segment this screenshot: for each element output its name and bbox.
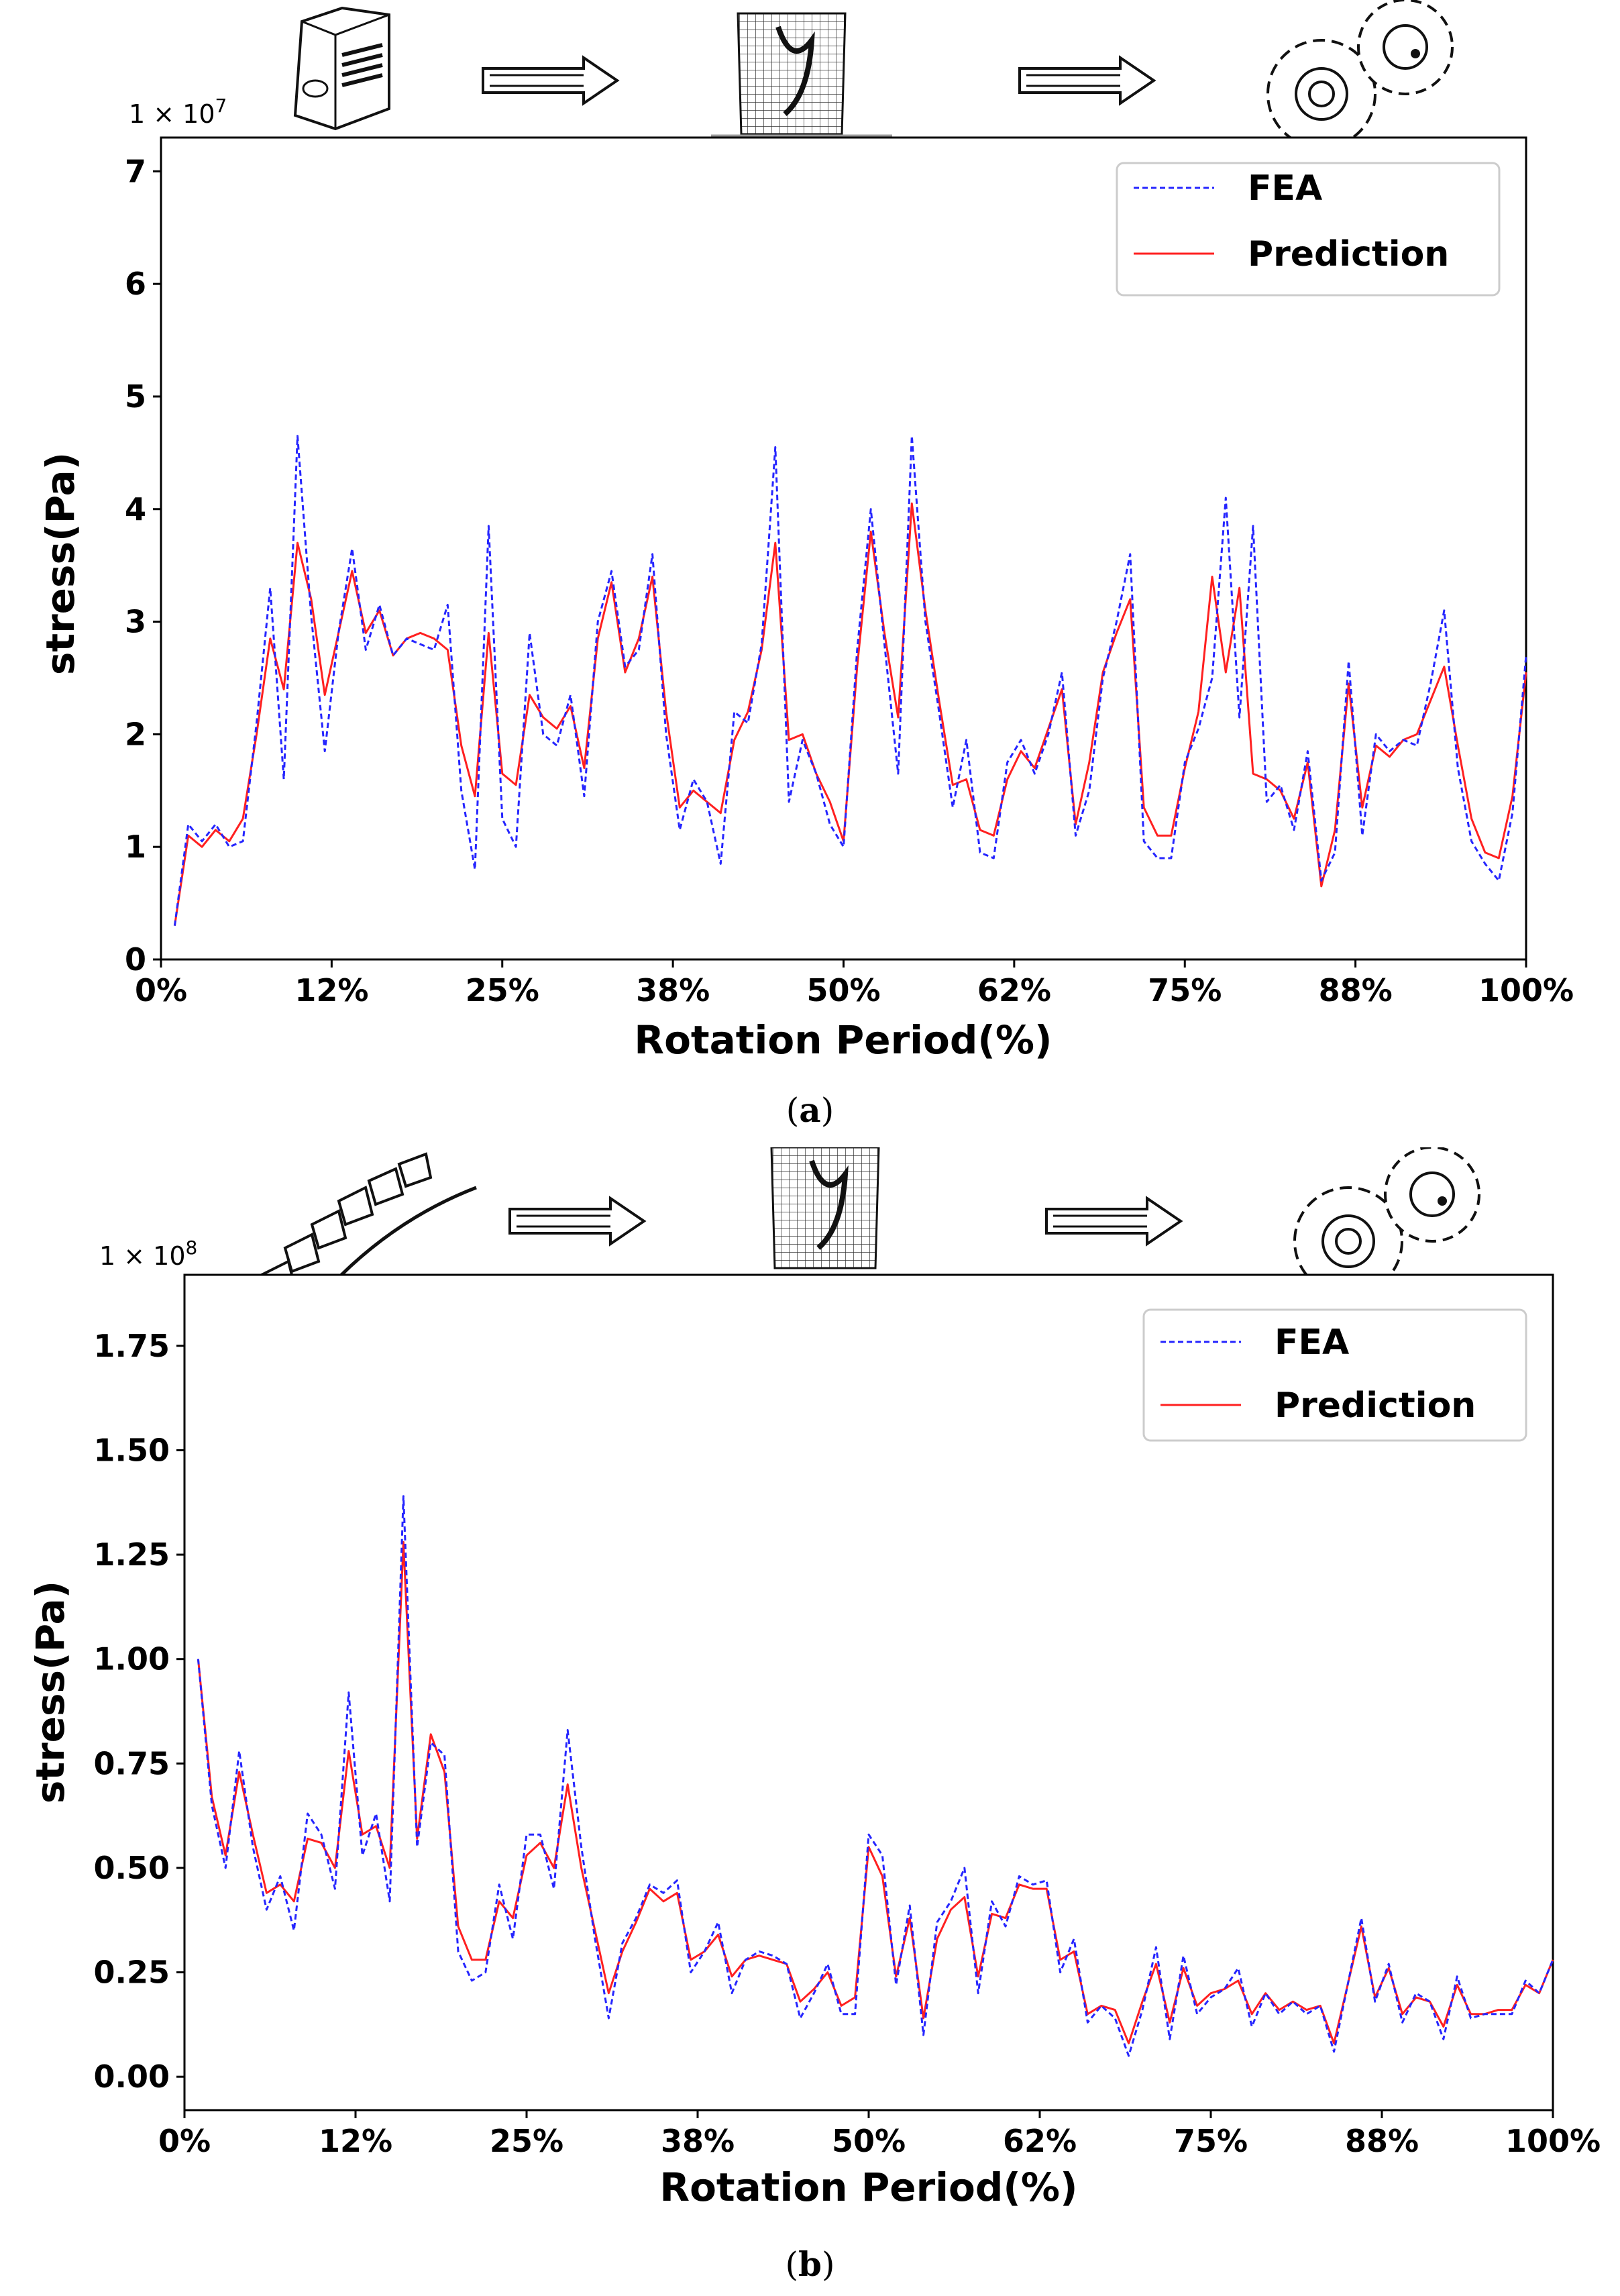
x-tick-label: 100% (1478, 972, 1574, 1008)
panel-a: 1 × 107 0% 12% 25% 38% 50% 62% 75% 88% 100% 0 1 2 3 4… (0, 0, 1620, 1141)
x-tick-label: 88% (1345, 2123, 1419, 2159)
x-tick-label: 50% (806, 972, 880, 1008)
y-tick-label: 3 (125, 604, 146, 640)
x-tick-label: 25% (466, 972, 539, 1008)
y-multiplier-a: 1 × 107 (129, 95, 227, 129)
y-tick-label: 6 (125, 266, 146, 302)
y-tick-label: 1 (125, 829, 146, 865)
y-tick-label: 1.00 (94, 1641, 170, 1677)
y-tick-label: 7 (125, 153, 146, 189)
x-tick-label: 25% (490, 2123, 563, 2159)
y-tick-label: 0.00 (94, 2058, 170, 2095)
fea-series-line (173, 435, 1527, 926)
x-axis-label-b: Rotation Period(%) (659, 2164, 1077, 2210)
gear-pair-icon (1266, 0, 1454, 149)
x-tick-label: 62% (1003, 2123, 1077, 2159)
prediction-series-line (197, 1541, 1554, 2044)
gear-blank-icon (293, 6, 390, 131)
legend-prediction-label: Prediction (1248, 234, 1449, 274)
series-b (197, 1495, 1554, 2057)
x-tick-label: 62% (977, 972, 1051, 1008)
fea-mesh-icon (711, 12, 892, 137)
x-tick-label: 0% (158, 2123, 211, 2159)
fea-mesh-icon (738, 1147, 919, 1280)
legend-fea-label: FEA (1248, 168, 1322, 209)
x-tick-label: 12% (319, 2123, 392, 2159)
x-tick-label: 38% (661, 2123, 735, 2159)
caption-a: (a) (786, 1090, 834, 1130)
legend-fea-label: FEA (1275, 1322, 1349, 1363)
y-axis-label-a: stress(Pa) (38, 452, 83, 675)
y-axis-label-b: stress(Pa) (28, 1581, 73, 1804)
fea-series-line (197, 1495, 1554, 2057)
legend-prediction-label: Prediction (1275, 1386, 1476, 1426)
x-tick-label: 75% (1148, 972, 1222, 1008)
x-tick-label: 50% (832, 2123, 906, 2159)
x-tick-label: 100% (1505, 2123, 1601, 2159)
y-tick-label: 1.75 (94, 1328, 170, 1364)
ticks-b: 0% 12% 25% 38% 50% 62% 75% 88% 100% 0.00 0.25 0.50 0… (94, 1328, 1601, 2159)
double-outline-arrow-icon (508, 1196, 647, 1247)
chart-a: 1 × 107 0% 12% 25% 38% 50% 62% 75% 88% 100% 0 1 2 3 4… (38, 0, 1574, 1063)
y-tick-label: 4 (125, 491, 146, 527)
double-outline-arrow-icon (1018, 55, 1156, 106)
x-tick-label: 75% (1174, 2123, 1248, 2159)
y-tick-label: 5 (125, 378, 146, 415)
x-tick-label: 12% (294, 972, 368, 1008)
chart-b: 1 × 108 0% 12% 25% 38% 50% 62% 75% 88% 100%0.000… (28, 1147, 1601, 2210)
x-axis-label-a: Rotation Period(%) (634, 1017, 1052, 1063)
x-tick-label: 38% (636, 972, 710, 1008)
panel-b: 1 × 108 0% 12% 25% 38% 50% 62% 75% 88% 100% 0.00 0… (0, 1147, 1620, 2248)
ticks-a: 0% 12% 25% 38% 50% 62% 75% 88% 100% 0 1 2 3 4 5 6 7 (125, 153, 1574, 1008)
y-tick-label: 1.50 (94, 1432, 170, 1468)
y-tick-label: 0.25 (94, 1954, 170, 1991)
double-outline-arrow-icon (1045, 1196, 1183, 1247)
y-tick-label: 2 (125, 716, 146, 752)
double-outline-arrow-icon (482, 55, 620, 106)
x-tick-label: 88% (1319, 972, 1393, 1008)
legend-b: FEA Prediction (1142, 1308, 1527, 1442)
y-tick-label: 0.50 (94, 1850, 170, 1886)
gear-pair-icon (1293, 1147, 1480, 1296)
caption-b: (b) (785, 2244, 835, 2284)
x-tick-label: 0% (135, 972, 187, 1008)
legend-a: FEA Prediction (1116, 162, 1501, 297)
y-multiplier-b: 1 × 108 (99, 1237, 197, 1271)
series-a (173, 435, 1527, 926)
y-tick-label: 0.75 (94, 1745, 170, 1781)
y-tick-label: 1.25 (94, 1536, 170, 1573)
y-tick-label: 0 (125, 941, 146, 978)
